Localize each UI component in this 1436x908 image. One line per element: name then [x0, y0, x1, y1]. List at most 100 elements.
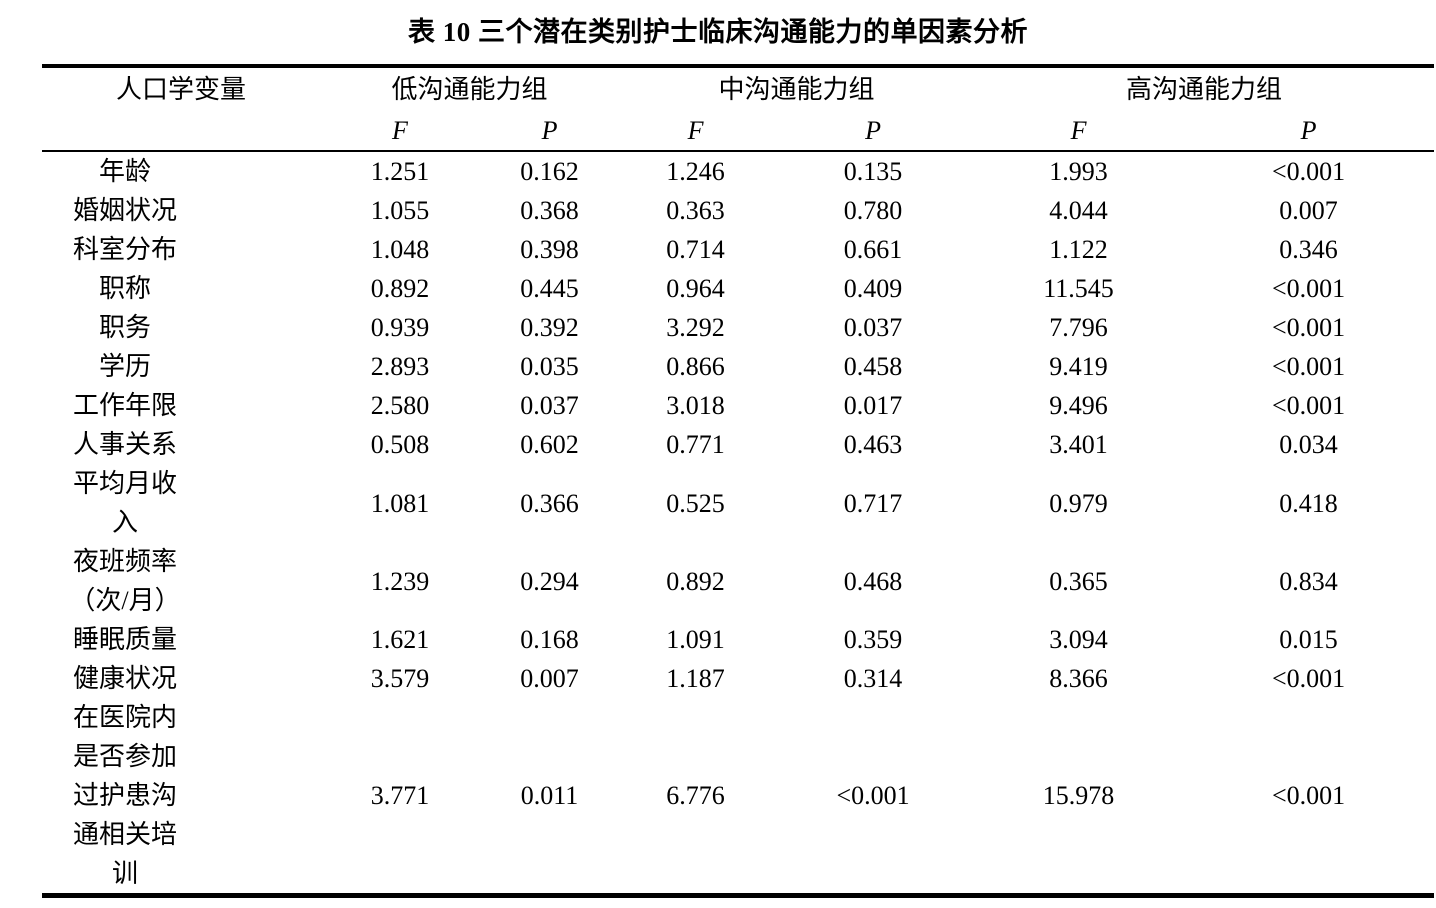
empty-header-cell [42, 112, 320, 152]
value-cell: 0.398 [520, 235, 579, 264]
group-header-medium: 中沟通能力组 [718, 75, 875, 104]
value-cell: 0.780 [843, 196, 903, 225]
table-row: 睡眠质量 1.621 0.168 1.091 0.359 3.094 0.015 [42, 620, 1434, 659]
table-row: 夜班频率 （次/月） 1.239 0.294 0.892 0.468 0.365 0.834 [42, 542, 1434, 620]
table-title: 表 10 三个潜在类别护士临床沟通能力的单因素分析 [408, 17, 1028, 47]
value-cell: 0.037 [520, 391, 579, 420]
value-cell: 6.776 [666, 781, 725, 810]
value-cell: 0.007 [1279, 196, 1338, 225]
value-cell: 0.964 [666, 274, 725, 303]
value-cell: <0.001 [1271, 157, 1346, 186]
value-cell: 0.015 [1279, 625, 1338, 654]
value-cell: 0.363 [666, 196, 725, 225]
table-row: 健康状况 3.579 0.007 1.187 0.314 8.366 <0.001 [42, 659, 1434, 698]
value-cell: 2.580 [370, 391, 430, 420]
value-cell: 0.365 [1049, 566, 1108, 596]
value-cell: 0.346 [1279, 235, 1338, 264]
table-row: 职称 0.892 0.445 0.964 0.409 11.545 <0.001 [42, 269, 1434, 308]
value-cell: 2.893 [370, 352, 430, 381]
variable-label: 年龄 [98, 157, 151, 186]
table-row: 平均月收 入 1.081 0.366 0.525 0.717 0.979 0.418 [42, 464, 1434, 542]
variable-label: 在医院内 是否参加 过护患沟 通相关培 训 [72, 703, 177, 888]
value-cell: 0.168 [520, 625, 579, 654]
group-header-high: 高沟通能力组 [1126, 75, 1283, 104]
p-header-high: P [1183, 112, 1435, 152]
value-cell: 11.545 [1043, 274, 1114, 303]
table-header: 人口学变量 低沟通能力组 中沟通能力组 高沟通能力组 F P F P F P [42, 66, 1435, 152]
table-row: 科室分布 1.048 0.398 0.714 0.661 1.122 0.346 [42, 230, 1434, 269]
value-cell: 0.135 [843, 157, 903, 186]
value-cell: 0.392 [520, 313, 579, 342]
value-cell: 3.401 [1049, 430, 1108, 459]
value-cell: 0.602 [520, 430, 579, 459]
p-header-medium: P [772, 112, 975, 152]
variable-label: 睡眠质量 [72, 625, 177, 654]
table-row: 在医院内 是否参加 过护患沟 通相关培 训 3.771 0.011 6.776 <0.0… [42, 698, 1434, 896]
table-row: 人事关系 0.508 0.602 0.771 0.463 3.401 0.034 [42, 425, 1434, 464]
header-group-row: 人口学变量 低沟通能力组 中沟通能力组 高沟通能力组 [42, 66, 1434, 112]
value-cell: 1.122 [1049, 235, 1108, 264]
value-cell: 1.187 [666, 664, 725, 693]
value-cell: 3.094 [1049, 625, 1108, 654]
variable-label: 职称 [98, 274, 151, 303]
value-cell: 0.525 [666, 488, 725, 518]
value-cell: 1.246 [666, 157, 725, 186]
value-cell: 1.048 [370, 235, 430, 264]
variable-label: 学历 [98, 352, 151, 381]
value-cell: 1.091 [666, 625, 725, 654]
value-cell: 0.011 [520, 781, 579, 810]
value-cell: 0.037 [843, 313, 903, 342]
value-cell: 0.409 [843, 274, 903, 303]
value-cell: 15.978 [1042, 781, 1115, 810]
p-header-low: P [480, 112, 620, 152]
value-cell: 1.081 [370, 488, 430, 518]
value-cell: 0.771 [666, 430, 725, 459]
value-cell: 1.055 [370, 196, 430, 225]
value-cell: 0.892 [370, 274, 430, 303]
variable-label: 夜班频率 （次/月） [69, 547, 181, 615]
value-cell: 0.866 [666, 352, 725, 381]
table-row: 工作年限 2.580 0.037 3.018 0.017 9.496 <0.001 [42, 386, 1434, 425]
value-cell: 1.251 [370, 157, 430, 186]
value-cell: 0.368 [520, 196, 579, 225]
value-cell: 0.162 [520, 157, 579, 186]
f-header-medium: F [619, 112, 773, 152]
value-cell: 0.979 [1049, 488, 1108, 518]
value-cell: 3.579 [370, 664, 430, 693]
value-cell: 1.993 [1049, 157, 1108, 186]
f-header-high: F [974, 112, 1184, 152]
value-cell: 4.044 [1049, 196, 1108, 225]
value-cell: <0.001 [1271, 664, 1346, 693]
table-row: 职务 0.939 0.392 3.292 0.037 7.796 <0.001 [42, 308, 1434, 347]
value-cell: 0.035 [520, 352, 579, 381]
demographic-variable-header: 人口学变量 [115, 75, 246, 104]
value-cell: 0.034 [1279, 430, 1338, 459]
table-row: 年龄 1.251 0.162 1.246 0.135 1.993 <0.001 [42, 151, 1434, 191]
value-cell: 3.018 [666, 391, 725, 420]
value-cell: 0.661 [843, 235, 903, 264]
value-cell: 1.239 [370, 566, 430, 596]
value-cell: 0.463 [843, 430, 903, 459]
value-cell: 9.419 [1049, 352, 1108, 381]
value-cell: 0.834 [1279, 566, 1338, 596]
table-body: 年龄 1.251 0.162 1.246 0.135 1.993 <0.001 婚姻状况 1.0… [42, 151, 1434, 896]
table-row: 婚姻状况 1.055 0.368 0.363 0.780 4.044 0.007 [42, 191, 1434, 230]
value-cell: 0.366 [520, 488, 579, 518]
value-cell: 0.939 [370, 313, 430, 342]
value-cell: 0.458 [843, 352, 903, 381]
group-header-low: 低沟通能力组 [391, 75, 548, 104]
anova-table: 人口学变量 低沟通能力组 中沟通能力组 高沟通能力组 F P F P F P 年… [42, 64, 1435, 898]
value-cell: 9.496 [1049, 391, 1108, 420]
value-cell: 7.796 [1049, 313, 1108, 342]
value-cell: 0.359 [843, 625, 903, 654]
value-cell: 3.771 [370, 781, 430, 810]
value-cell: <0.001 [1271, 274, 1346, 303]
value-cell: 0.717 [843, 488, 903, 518]
variable-label: 工作年限 [72, 391, 177, 420]
variable-label: 健康状况 [72, 664, 177, 693]
value-cell: 0.294 [520, 566, 579, 596]
table-row: 学历 2.893 0.035 0.866 0.458 9.419 <0.001 [42, 347, 1434, 386]
value-cell: 0.314 [843, 664, 903, 693]
header-stat-row: F P F P F P [42, 112, 1435, 152]
